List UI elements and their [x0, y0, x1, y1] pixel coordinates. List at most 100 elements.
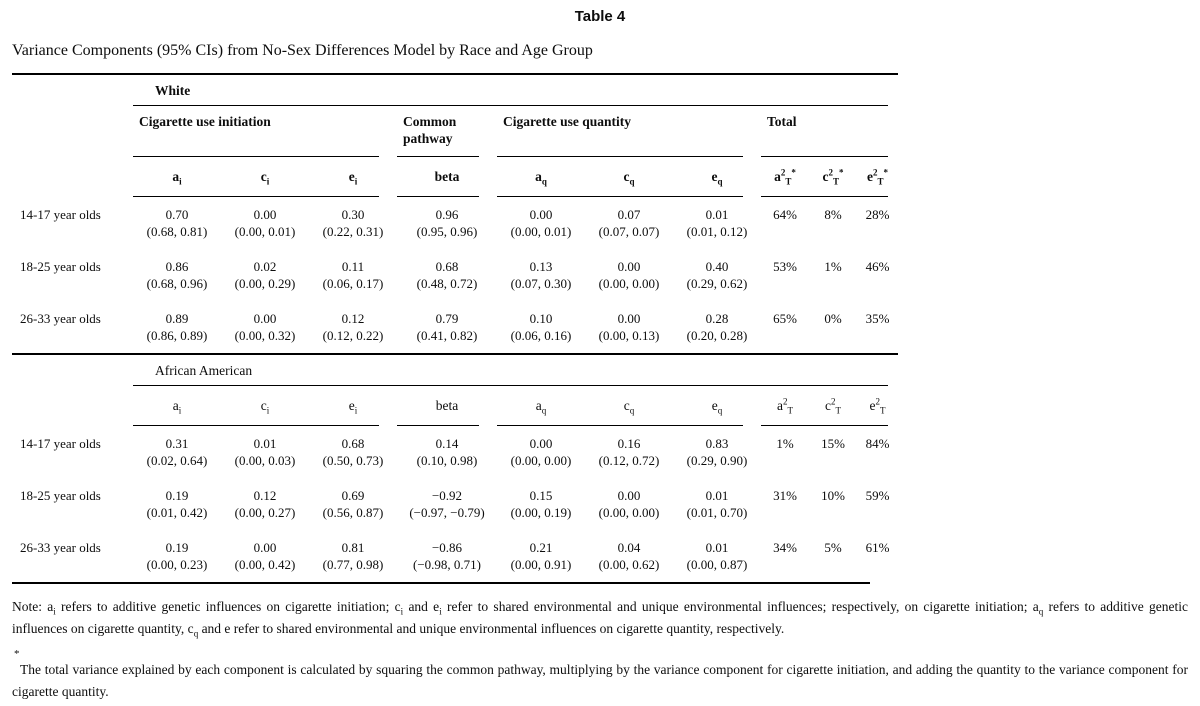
- rule-top: [12, 73, 898, 75]
- rule-section-divider: [12, 353, 898, 355]
- col-header-ci: ci: [260, 169, 270, 187]
- notes-block: Note: ai refers to additive genetic infl…: [12, 596, 1188, 703]
- cell-cq: 0.00 (0.00, 0.00): [598, 488, 660, 520]
- rule-bottom: [12, 582, 870, 584]
- table-row: 18-25 year olds 0.86 (0.68, 0.96) 0.02 (0.00…: [12, 249, 898, 301]
- row-label: 26-33 year olds: [20, 540, 101, 555]
- cell-eq: 0.28 (0.20, 0.28): [686, 311, 748, 343]
- col-header-ci: ci: [260, 398, 270, 416]
- cell-beta: 0.14 (0.10, 0.98): [416, 436, 478, 468]
- cell-ei: 0.69 (0.56, 0.87): [322, 488, 384, 520]
- col-header-e2t: e2T*: [866, 167, 888, 187]
- group-cigarette-use-quantity: Cigarette use quantity: [503, 114, 631, 129]
- cell-a2t: 31%: [773, 488, 797, 503]
- cell-ci: 0.00 (0.00, 0.01): [234, 207, 296, 239]
- col-header-beta: beta: [435, 398, 459, 413]
- cell-aq: 0.00 (0.00, 0.01): [510, 207, 572, 239]
- cell-c2t: 15%: [821, 436, 845, 451]
- row-label: 14-17 year olds: [20, 207, 101, 222]
- cell-aq: 0.21 (0.00, 0.91): [510, 540, 572, 572]
- footnote-text: The total variance explained by each com…: [12, 662, 1188, 699]
- rule-under-african-american: [133, 385, 888, 386]
- col-header-cq: cq: [623, 169, 635, 187]
- cell-e2t: 35%: [865, 311, 890, 326]
- group-common-pathway: Common pathway: [403, 114, 457, 146]
- col-header-eq: eq: [711, 169, 723, 187]
- col-header-a2t: a2T*: [774, 167, 796, 187]
- cell-ci: 0.01 (0.00, 0.03): [234, 436, 296, 468]
- col-header-cq: cq: [623, 398, 635, 416]
- cell-beta: −0.92 (−0.97, −0.79): [409, 488, 485, 520]
- rule-subhead-initiation: [133, 196, 379, 197]
- cell-aq: 0.10 (0.06, 0.16): [510, 311, 572, 343]
- cell-c2t: 1%: [824, 259, 842, 274]
- group-total: Total: [767, 114, 797, 129]
- rule-subhead-pathway: [397, 196, 479, 197]
- cell-c2t: 0%: [824, 311, 842, 326]
- cell-a2t: 64%: [773, 207, 797, 222]
- white-rows: 14-17 year olds 0.70 (0.68, 0.81) 0.00 (0.00…: [12, 197, 898, 353]
- rule-under-white: [133, 105, 888, 106]
- cell-ei: 0.30 (0.22, 0.31): [322, 207, 384, 239]
- rule-subhead-pathway: [397, 425, 479, 426]
- cell-ci: 0.02 (0.00, 0.29): [234, 259, 296, 291]
- col-header-ei: ei: [348, 398, 358, 416]
- cell-cq: 0.16 (0.12, 0.72): [598, 436, 660, 468]
- cell-ei: 0.81 (0.77, 0.98): [322, 540, 384, 572]
- cell-ci: 0.00 (0.00, 0.42): [234, 540, 296, 572]
- cell-eq: 0.01 (0.00, 0.87): [686, 540, 748, 572]
- african-american-rows: 14-17 year olds 0.31 (0.02, 0.64) 0.01 (0.00…: [12, 426, 898, 582]
- rule-subhead-initiation: [133, 425, 379, 426]
- cell-ai: 0.86 (0.68, 0.96): [146, 259, 208, 291]
- cell-eq: 0.40 (0.29, 0.62): [686, 259, 748, 291]
- cell-ai: 0.89 (0.86, 0.89): [146, 311, 208, 343]
- cell-ei: 0.11 (0.06, 0.17): [322, 259, 384, 291]
- cell-a2t: 1%: [776, 436, 794, 451]
- col-header-beta: beta: [434, 169, 460, 184]
- section-label-white: White: [155, 83, 191, 98]
- rule-group-initiation: [133, 156, 379, 157]
- col-header-a2t: a2T: [777, 396, 793, 416]
- cell-ai: 0.70 (0.68, 0.81): [146, 207, 208, 239]
- cell-e2t: 84%: [865, 436, 890, 451]
- section-label-african-american: African American: [155, 363, 253, 378]
- cell-eq: 0.01 (0.01, 0.12): [686, 207, 748, 239]
- cell-ai: 0.31 (0.02, 0.64): [146, 436, 208, 468]
- cell-beta: −0.86 (−0.98, 0.71): [413, 540, 481, 572]
- col-header-aq: aq: [535, 398, 547, 416]
- row-label: 18-25 year olds: [20, 259, 101, 274]
- cell-ei: 0.68 (0.50, 0.73): [322, 436, 384, 468]
- cell-ai: 0.19 (0.00, 0.23): [146, 540, 208, 572]
- cell-e2t: 46%: [865, 259, 890, 274]
- rule-subhead-total: [761, 196, 888, 197]
- cell-beta: 0.96 (0.95, 0.96): [416, 207, 478, 239]
- cell-a2t: 34%: [773, 540, 797, 555]
- cell-ai: 0.19 (0.01, 0.42): [146, 488, 208, 520]
- group-cigarette-use-initiation: Cigarette use initiation: [139, 114, 271, 129]
- cell-eq: 0.01 (0.01, 0.70): [686, 488, 748, 520]
- row-label: 18-25 year olds: [20, 488, 101, 503]
- cell-cq: 0.00 (0.00, 0.00): [598, 259, 660, 291]
- cell-eq: 0.83 (0.29, 0.90): [686, 436, 748, 468]
- table-caption: Table 4: [574, 8, 626, 25]
- cell-ci: 0.12 (0.00, 0.27): [234, 488, 296, 520]
- col-header-ai: ai: [172, 398, 182, 416]
- cell-beta: 0.79 (0.41, 0.82): [416, 311, 478, 343]
- cell-c2t: 10%: [821, 488, 845, 503]
- rule-group-quantity: [497, 156, 743, 157]
- cell-e2t: 59%: [865, 488, 890, 503]
- col-header-ai: ai: [172, 169, 182, 187]
- cell-aq: 0.15 (0.00, 0.19): [510, 488, 572, 520]
- cell-e2t: 28%: [865, 207, 890, 222]
- cell-cq: 0.00 (0.00, 0.13): [598, 311, 660, 343]
- col-header-e2t: e2T: [869, 396, 886, 416]
- cell-c2t: 8%: [824, 207, 842, 222]
- rule-subhead-quantity: [497, 425, 743, 426]
- cell-a2t: 53%: [773, 259, 797, 274]
- cell-beta: 0.68 (0.48, 0.72): [416, 259, 478, 291]
- cell-e2t: 61%: [865, 540, 890, 555]
- col-header-c2t: c2T*: [822, 167, 844, 187]
- col-header-eq: eq: [711, 398, 723, 416]
- col-header-c2t: c2T: [825, 396, 841, 416]
